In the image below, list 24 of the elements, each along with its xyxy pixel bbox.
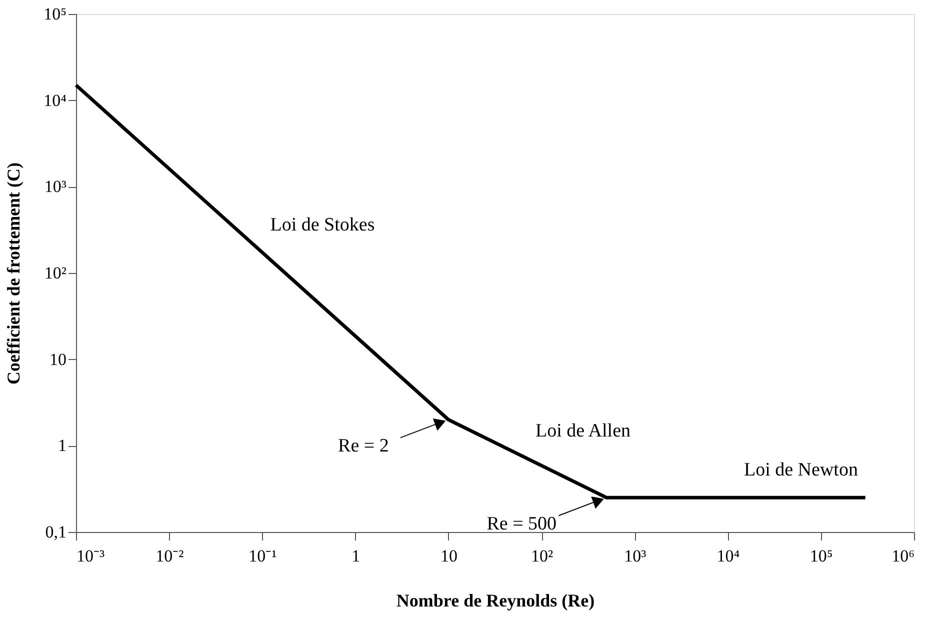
x-tick-label: 10⁵ (810, 546, 833, 566)
x-tick-label: 10⁻³ (76, 546, 105, 566)
x-axis-title: Nombre de Reynolds (Re) (396, 590, 595, 610)
y-tick-label: 0,1 (45, 522, 66, 542)
x-tick-label: 10⁶ (892, 546, 915, 566)
x-tick-label: 10⁻² (156, 546, 184, 566)
annotation: Loi de Allen (536, 420, 632, 442)
annotation: Loi de Stokes (270, 214, 375, 236)
annotation: Loi de Newton (744, 460, 858, 481)
x-tick-label: 10⁴ (716, 546, 740, 566)
y-tick-label: 1 (58, 436, 66, 456)
x-tick-label: 10 (440, 546, 458, 566)
y-tick-label: 10³ (44, 177, 66, 196)
y-tick-label: 10 (50, 350, 66, 369)
annotation: Re = 2 (338, 436, 389, 457)
y-axis-title: Coefficient de frottement (C) (4, 162, 24, 385)
x-tick-label: 10³ (624, 546, 646, 566)
y-tick-label: 10⁵ (44, 4, 67, 24)
annotation: Re = 500 (486, 514, 557, 535)
x-tick-label: 10⁻¹ (248, 546, 277, 566)
x-tick-label: 10² (531, 546, 554, 566)
y-tick-label: 10² (44, 264, 66, 282)
y-tick-label: 10⁴ (44, 90, 67, 110)
x-tick-label: 1 (352, 546, 360, 566)
